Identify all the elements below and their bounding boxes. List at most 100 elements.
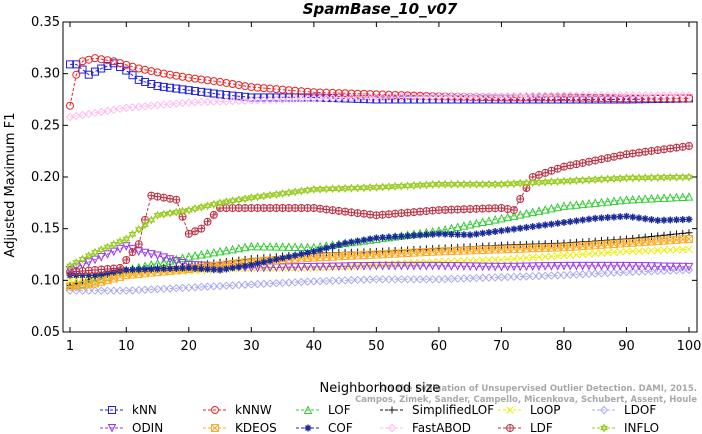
- data-point: [97, 64, 106, 73]
- data-point: [291, 251, 299, 259]
- legend-marker: [506, 406, 514, 414]
- data-point: [622, 212, 630, 220]
- data-point: [540, 91, 550, 100]
- data-point: [522, 178, 531, 188]
- data-point: [654, 232, 662, 240]
- data-point: [66, 60, 74, 69]
- data-point: [334, 89, 343, 98]
- data-point: [103, 286, 112, 295]
- data-point: [465, 219, 475, 229]
- plot-area: [65, 54, 694, 295]
- data-point: [266, 190, 274, 200]
- data-point: [109, 239, 118, 249]
- x-tick-label: 50: [368, 339, 385, 354]
- data-point: [453, 257, 462, 265]
- data-point: [565, 91, 575, 100]
- data-point: [447, 274, 456, 284]
- data-point: [628, 173, 637, 183]
- data-point: [203, 76, 212, 85]
- data-point: [610, 248, 618, 257]
- data-point: [422, 95, 431, 104]
- data-point: [590, 261, 600, 271]
- data-point: [159, 284, 168, 294]
- data-point: [322, 276, 331, 286]
- data-point: [179, 264, 187, 272]
- data-point: [134, 224, 143, 234]
- data-point: [541, 177, 550, 187]
- data-point: [603, 268, 612, 278]
- data-point: [447, 262, 456, 271]
- data-point: [591, 269, 600, 278]
- data-point: [622, 195, 631, 204]
- data-point: [459, 262, 469, 271]
- data-point: [678, 192, 688, 201]
- data-point: [103, 242, 112, 252]
- data-point: [659, 193, 669, 202]
- data-point: [359, 89, 368, 98]
- data-point: [609, 91, 619, 100]
- data-point: [291, 187, 300, 197]
- data-point: [422, 275, 431, 284]
- data-point: [635, 173, 643, 183]
- data-point: [360, 261, 368, 270]
- data-point: [653, 173, 662, 183]
- data-point: [166, 83, 175, 92]
- data-point: [666, 172, 675, 182]
- data-point: [316, 184, 325, 194]
- data-point: [503, 272, 512, 282]
- data-point: [434, 179, 443, 189]
- data-point: [459, 274, 469, 283]
- data-point: [560, 176, 568, 186]
- y-tick-label: 0.25: [31, 118, 60, 133]
- data-point: [391, 233, 399, 241]
- data-point: [560, 218, 568, 226]
- data-point: [672, 266, 681, 275]
- data-point: [578, 93, 587, 102]
- data-point: [597, 249, 606, 257]
- data-point: [153, 100, 162, 110]
- data-point: [497, 213, 506, 223]
- data-point: [440, 92, 450, 101]
- data-point: [553, 202, 563, 212]
- data-point: [222, 245, 231, 255]
- data-point: [103, 61, 112, 70]
- data-point: [572, 200, 581, 209]
- data-point: [159, 100, 168, 109]
- data-point: [397, 92, 406, 102]
- data-point: [365, 275, 375, 284]
- series-line: [69, 176, 690, 267]
- data-point: [453, 262, 462, 271]
- data-point: [597, 214, 605, 222]
- data-point: [234, 280, 244, 290]
- data-point: [603, 94, 612, 103]
- data-point: [634, 262, 644, 271]
- data-point: [153, 284, 162, 294]
- axes: 1 10 20 30 40 50 60 70 80 90 100 0.05 0.10 0.15 0.20 0.…: [31, 15, 701, 354]
- data-point: [478, 262, 487, 272]
- data-point: [572, 176, 581, 186]
- data-point: [540, 271, 550, 280]
- data-point: [147, 80, 156, 88]
- data-point: [134, 285, 143, 295]
- data-point: [228, 80, 237, 88]
- data-point: [384, 261, 394, 271]
- data-point: [197, 75, 206, 84]
- data-point: [666, 266, 675, 275]
- data-point: [485, 256, 493, 264]
- data-point: [165, 99, 175, 109]
- data-point: [178, 98, 187, 108]
- data-point: [647, 193, 656, 203]
- data-point: [485, 179, 493, 189]
- data-point: [684, 262, 694, 272]
- data-point: [397, 181, 406, 191]
- data-point: [553, 261, 563, 271]
- data-point: [91, 271, 99, 279]
- data-point: [172, 71, 181, 80]
- data-point: [678, 172, 687, 182]
- data-point: [528, 207, 537, 217]
- data-point: [584, 269, 594, 279]
- legend-label: ODIN: [132, 421, 163, 434]
- data-point: [472, 92, 481, 101]
- data-point: [222, 281, 231, 290]
- data-point: [553, 93, 562, 102]
